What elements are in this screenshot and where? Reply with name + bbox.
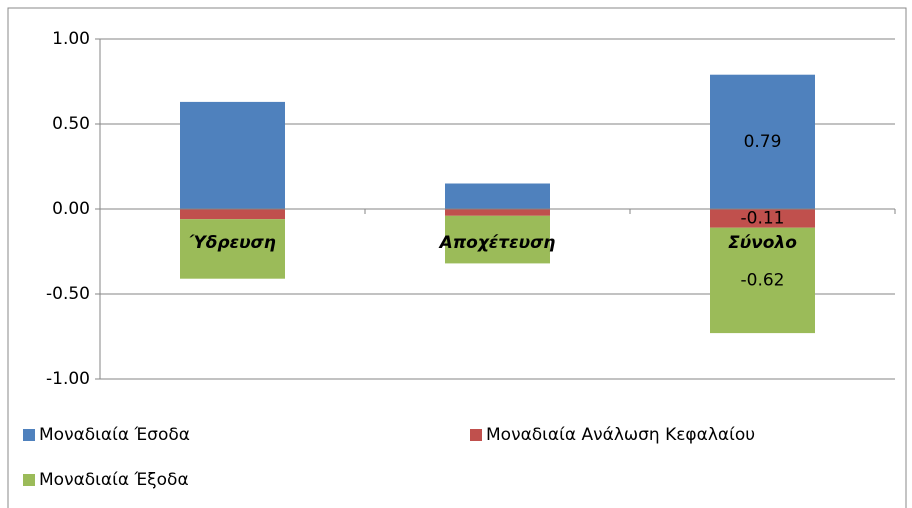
value-label: 0.79 xyxy=(744,132,782,152)
x-tick-label: Σύνολο xyxy=(728,233,797,253)
legend-swatch xyxy=(470,429,482,441)
bar-segment xyxy=(445,183,550,209)
x-tick-label: Ύδρευση xyxy=(189,233,276,253)
y-tick-label: 0.00 xyxy=(52,199,90,219)
x-tick-label: Αποχέτευση xyxy=(438,233,556,253)
legend-label: Μοναδιαία Έσοδα xyxy=(39,425,190,445)
bar-segment xyxy=(180,219,285,279)
legend-swatch xyxy=(23,474,35,486)
bar-segment xyxy=(180,101,285,209)
bar-segment xyxy=(710,227,815,334)
legend-label: Μοναδιαία Ανάλωση Κεφαλαίου xyxy=(486,425,755,445)
value-label: -0.62 xyxy=(741,270,785,290)
y-tick-label: 1.00 xyxy=(52,29,90,49)
bar-segment xyxy=(180,209,285,220)
y-tick-label: -0.50 xyxy=(46,284,90,304)
legend-swatch xyxy=(23,429,35,441)
legend-label: Μοναδιαία Έξοδα xyxy=(39,470,189,490)
bar-segment xyxy=(710,209,815,228)
bar-segment xyxy=(445,209,550,216)
y-tick-label: 0.50 xyxy=(52,114,90,134)
value-label: -0.11 xyxy=(741,208,785,228)
bar-segment xyxy=(445,215,550,264)
y-tick-label: -1.00 xyxy=(46,369,90,389)
bar-segment xyxy=(710,74,815,209)
